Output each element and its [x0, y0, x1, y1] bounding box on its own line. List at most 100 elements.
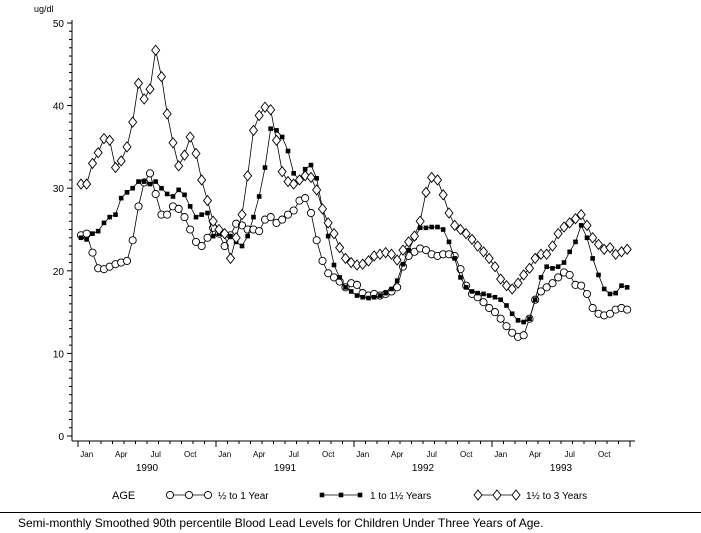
square-point: [458, 275, 463, 280]
diamond-point: [105, 134, 115, 147]
diamond-point: [524, 262, 535, 275]
square-point: [130, 185, 135, 191]
y-tick-label: 0: [58, 432, 64, 443]
figure-caption: Semi-monthly Smoothed 90th percentile Bl…: [18, 516, 544, 530]
circle-point: [352, 280, 362, 289]
legend-label: ½ to 1 Year: [218, 491, 269, 502]
square-point: [262, 165, 268, 170]
circle-point: [496, 314, 505, 323]
x-month-label: Jul: [427, 450, 437, 459]
x-month-label: Jan: [494, 450, 507, 459]
diamond-point: [248, 124, 259, 137]
diamond-point: [306, 171, 316, 184]
y-tick-label: 40: [53, 102, 65, 113]
circle-point: [145, 169, 155, 178]
diamond-point: [386, 248, 397, 261]
square-point: [182, 192, 187, 198]
x-month-label: Apr: [529, 450, 542, 459]
diamond-point: [582, 219, 592, 232]
legend-item: ½ to 1 Year: [165, 490, 269, 502]
circle-point: [220, 241, 229, 251]
square-point: [147, 181, 153, 187]
diamond-point: [519, 269, 529, 281]
diamond-point: [185, 131, 195, 143]
diamond-point: [511, 489, 521, 501]
circle-point: [237, 221, 247, 230]
diamond-point: [450, 219, 460, 232]
square-point: [308, 162, 314, 168]
legend-item: 1½ to 3 Years: [473, 489, 587, 502]
circle-point: [82, 229, 91, 238]
diamond-point: [461, 227, 471, 240]
square-point: [486, 293, 492, 298]
x-month-label: Oct: [184, 450, 197, 459]
circle-point: [485, 303, 494, 313]
diamond-point: [415, 215, 425, 227]
square-point: [601, 286, 607, 292]
axes: 0 10 20 30 40 50 Jan Apr Jul Oct 1990 Jan Apr Jul Oct 1…: [53, 19, 635, 474]
square-point: [389, 286, 394, 292]
diamond-point: [593, 238, 604, 251]
circle-point: [165, 490, 175, 500]
circle-point: [582, 289, 592, 298]
diamond-point: [340, 252, 351, 265]
diamond-point: [492, 489, 502, 501]
square-point: [463, 285, 469, 290]
square-point: [357, 492, 363, 498]
x-month-label: Jan: [356, 450, 369, 459]
circle-point: [565, 270, 574, 279]
square-point: [555, 264, 561, 269]
diamond-point: [220, 227, 230, 240]
square-point: [325, 233, 331, 239]
diamond-point: [605, 241, 615, 254]
square-point: [164, 191, 170, 197]
square-point: [210, 233, 216, 239]
series-circle: [76, 169, 632, 341]
diamond-point: [335, 241, 345, 254]
square-point: [394, 278, 400, 284]
circle-point: [490, 308, 500, 317]
diamond-point: [208, 215, 218, 227]
circle-point: [88, 248, 97, 257]
x-month-label: Jul: [289, 450, 299, 459]
series-square: [78, 126, 630, 325]
circle-point: [312, 236, 321, 245]
square-point: [532, 297, 538, 303]
square-point: [302, 166, 308, 172]
x-month-label: Oct: [598, 450, 611, 459]
diamond-point: [565, 217, 575, 229]
circle-point: [255, 227, 264, 236]
legend-item: 1 to 1½ Years: [319, 491, 431, 502]
diamond-point: [191, 147, 201, 160]
square-point: [343, 285, 348, 290]
circle-point: [134, 202, 143, 211]
legend: AGE ½ to 1 Year 1 to 1½ Years 1½ to 3 Year…: [112, 489, 587, 502]
diamond-point: [231, 232, 241, 244]
diamond-point: [530, 252, 540, 265]
square-point: [469, 289, 475, 294]
diamond-point: [168, 137, 178, 149]
circle-point: [318, 256, 327, 265]
legend-label: 1 to 1½ Years: [370, 491, 431, 502]
diamond-point: [553, 227, 563, 240]
circle-point: [324, 269, 333, 278]
square-point: [141, 179, 147, 184]
square-point: [256, 194, 262, 199]
x-year-label: 1991: [274, 463, 297, 474]
diamond-point: [197, 174, 207, 186]
circle-point: [174, 204, 183, 213]
square-point: [291, 171, 296, 176]
diamond-point: [576, 208, 586, 221]
series-diamond: [76, 44, 632, 295]
square-point: [584, 235, 590, 241]
x-month-label: Oct: [322, 450, 335, 459]
diamond-point: [214, 223, 224, 236]
x-month-label: Jan: [218, 450, 231, 459]
square-point: [228, 233, 233, 239]
square-point: [544, 264, 549, 269]
square-point: [377, 293, 383, 298]
square-point: [354, 293, 360, 298]
x-month-label: Apr: [115, 450, 128, 459]
square-point: [504, 303, 509, 308]
diamond-point: [588, 232, 598, 244]
